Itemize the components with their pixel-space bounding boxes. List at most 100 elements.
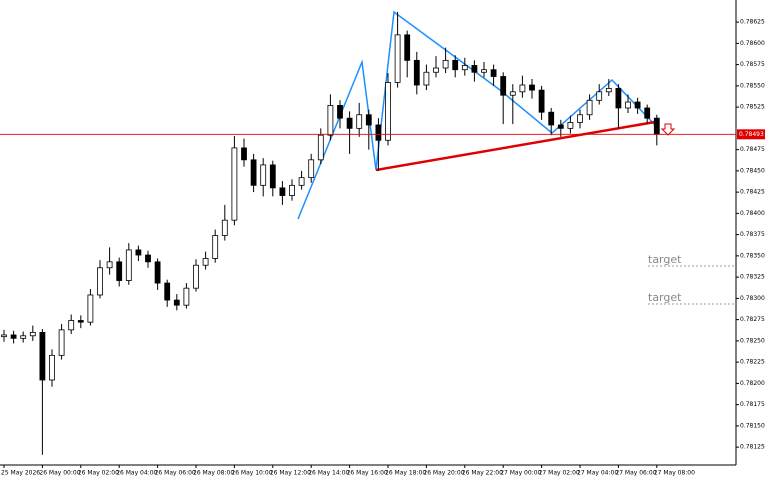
candle-body [68,320,75,331]
y-tick-label: 0.78275 [740,316,765,323]
candle-body [433,67,439,73]
candle-body [605,88,612,93]
candle-body [452,59,459,71]
y-tick-label: 0.78425 [740,189,765,196]
candle-body [365,114,372,126]
candle-body [385,82,391,141]
candle-body [193,264,199,289]
candle-body [461,65,468,71]
y-tick-label: 0.78125 [740,444,765,451]
x-tick-label: 26 May 04:00 [116,470,157,477]
x-tick-label: 27 May 00:00 [500,470,541,477]
y-tick-label: 0.78575 [740,61,765,68]
candle-body [615,88,622,109]
candle-body [77,320,84,323]
candle-body [346,117,353,129]
candle-body [529,84,535,91]
candle-body [577,114,583,123]
x-tick-label: 26 May 20:00 [423,470,464,477]
candle-body [519,84,526,93]
candle-body [279,187,286,196]
y-tick-label: 0.78325 [740,274,765,281]
x-tick-label: 26 May 12:00 [270,470,311,477]
y-tick-label: 0.78175 [740,401,765,408]
candle-body [557,124,564,129]
candle-body [375,124,382,141]
candle-body [538,89,545,113]
candle-body [269,164,276,189]
candle-body [231,147,238,221]
candle-body [625,101,631,109]
y-tick-label: 0.78150 [740,422,765,429]
candle-body [509,91,516,96]
candle-body [164,282,171,301]
y-tick-label: 0.78600 [740,40,765,47]
candle-body [29,331,36,337]
candle-body [653,117,660,135]
candle-body [548,111,555,126]
target-label: target [648,253,682,266]
candle-body [481,69,487,73]
sell-arrow [660,123,676,136]
candle-body [298,177,305,186]
x-tick-label: 26 May 08:00 [193,470,234,477]
y-tick-label: 0.78200 [740,380,765,387]
candle-body [500,76,507,96]
trend-line [375,120,656,172]
x-tick-label: 27 May 06:00 [615,470,656,477]
candle-body [1,334,7,338]
candle-body [356,114,363,129]
x-tick-label: 26 May 16:00 [347,470,388,477]
candle-body [490,69,497,77]
candle-body [260,164,267,186]
candle-body [442,59,449,69]
x-tick-label: 27 May 08:00 [654,470,695,477]
candle-body [202,258,209,266]
candle-body [634,101,641,109]
y-tick-label: 0.78550 [740,82,765,89]
y-tick-label: 0.78475 [740,146,765,153]
y-tick-label: 0.78625 [740,19,765,26]
candle-body [423,71,430,86]
candle-body [394,34,401,83]
y-tick-label: 0.78525 [740,104,765,111]
x-tick-label: 26 May 10:00 [231,470,272,477]
candle-body [327,105,334,136]
candle-body [20,335,27,339]
candle-body [97,267,103,296]
candle-body [183,287,190,306]
zigzag-pattern [297,10,656,220]
candle-body [135,249,142,256]
x-tick-label: 26 May 06:00 [155,470,196,477]
candle-body [106,261,113,269]
x-tick-label: 26 May 00:00 [39,470,80,477]
x-tick-label: 26 May 22:00 [462,470,503,477]
candle-body [337,105,343,119]
candle-body [241,147,247,161]
candle-body [644,107,651,119]
current-price-box [737,129,765,140]
candle-body [289,184,295,196]
candle-body [212,235,219,259]
candle-body [39,331,46,381]
x-tick-label: 27 May 02:00 [539,470,580,477]
candle-body [58,329,65,356]
y-tick-label: 0.78250 [740,337,765,344]
candle-body [145,254,151,263]
x-tick-label: 26 May 18:00 [385,470,426,477]
candle-body [471,65,478,73]
y-tick-label: 0.78350 [740,252,765,259]
candle-body [308,159,315,179]
candle-body [404,34,411,61]
x-tick-label: 27 May 04:00 [577,470,618,477]
candle-body [154,261,161,284]
target-label: target [648,291,682,304]
y-tick-label: 0.78300 [740,295,765,302]
candle-body [49,354,55,381]
x-tick-label: 26 May 14:00 [308,470,349,477]
y-tick-label: 0.78400 [740,210,765,217]
candle-body [413,59,420,86]
current-price-label: 0.78493 [739,131,764,138]
